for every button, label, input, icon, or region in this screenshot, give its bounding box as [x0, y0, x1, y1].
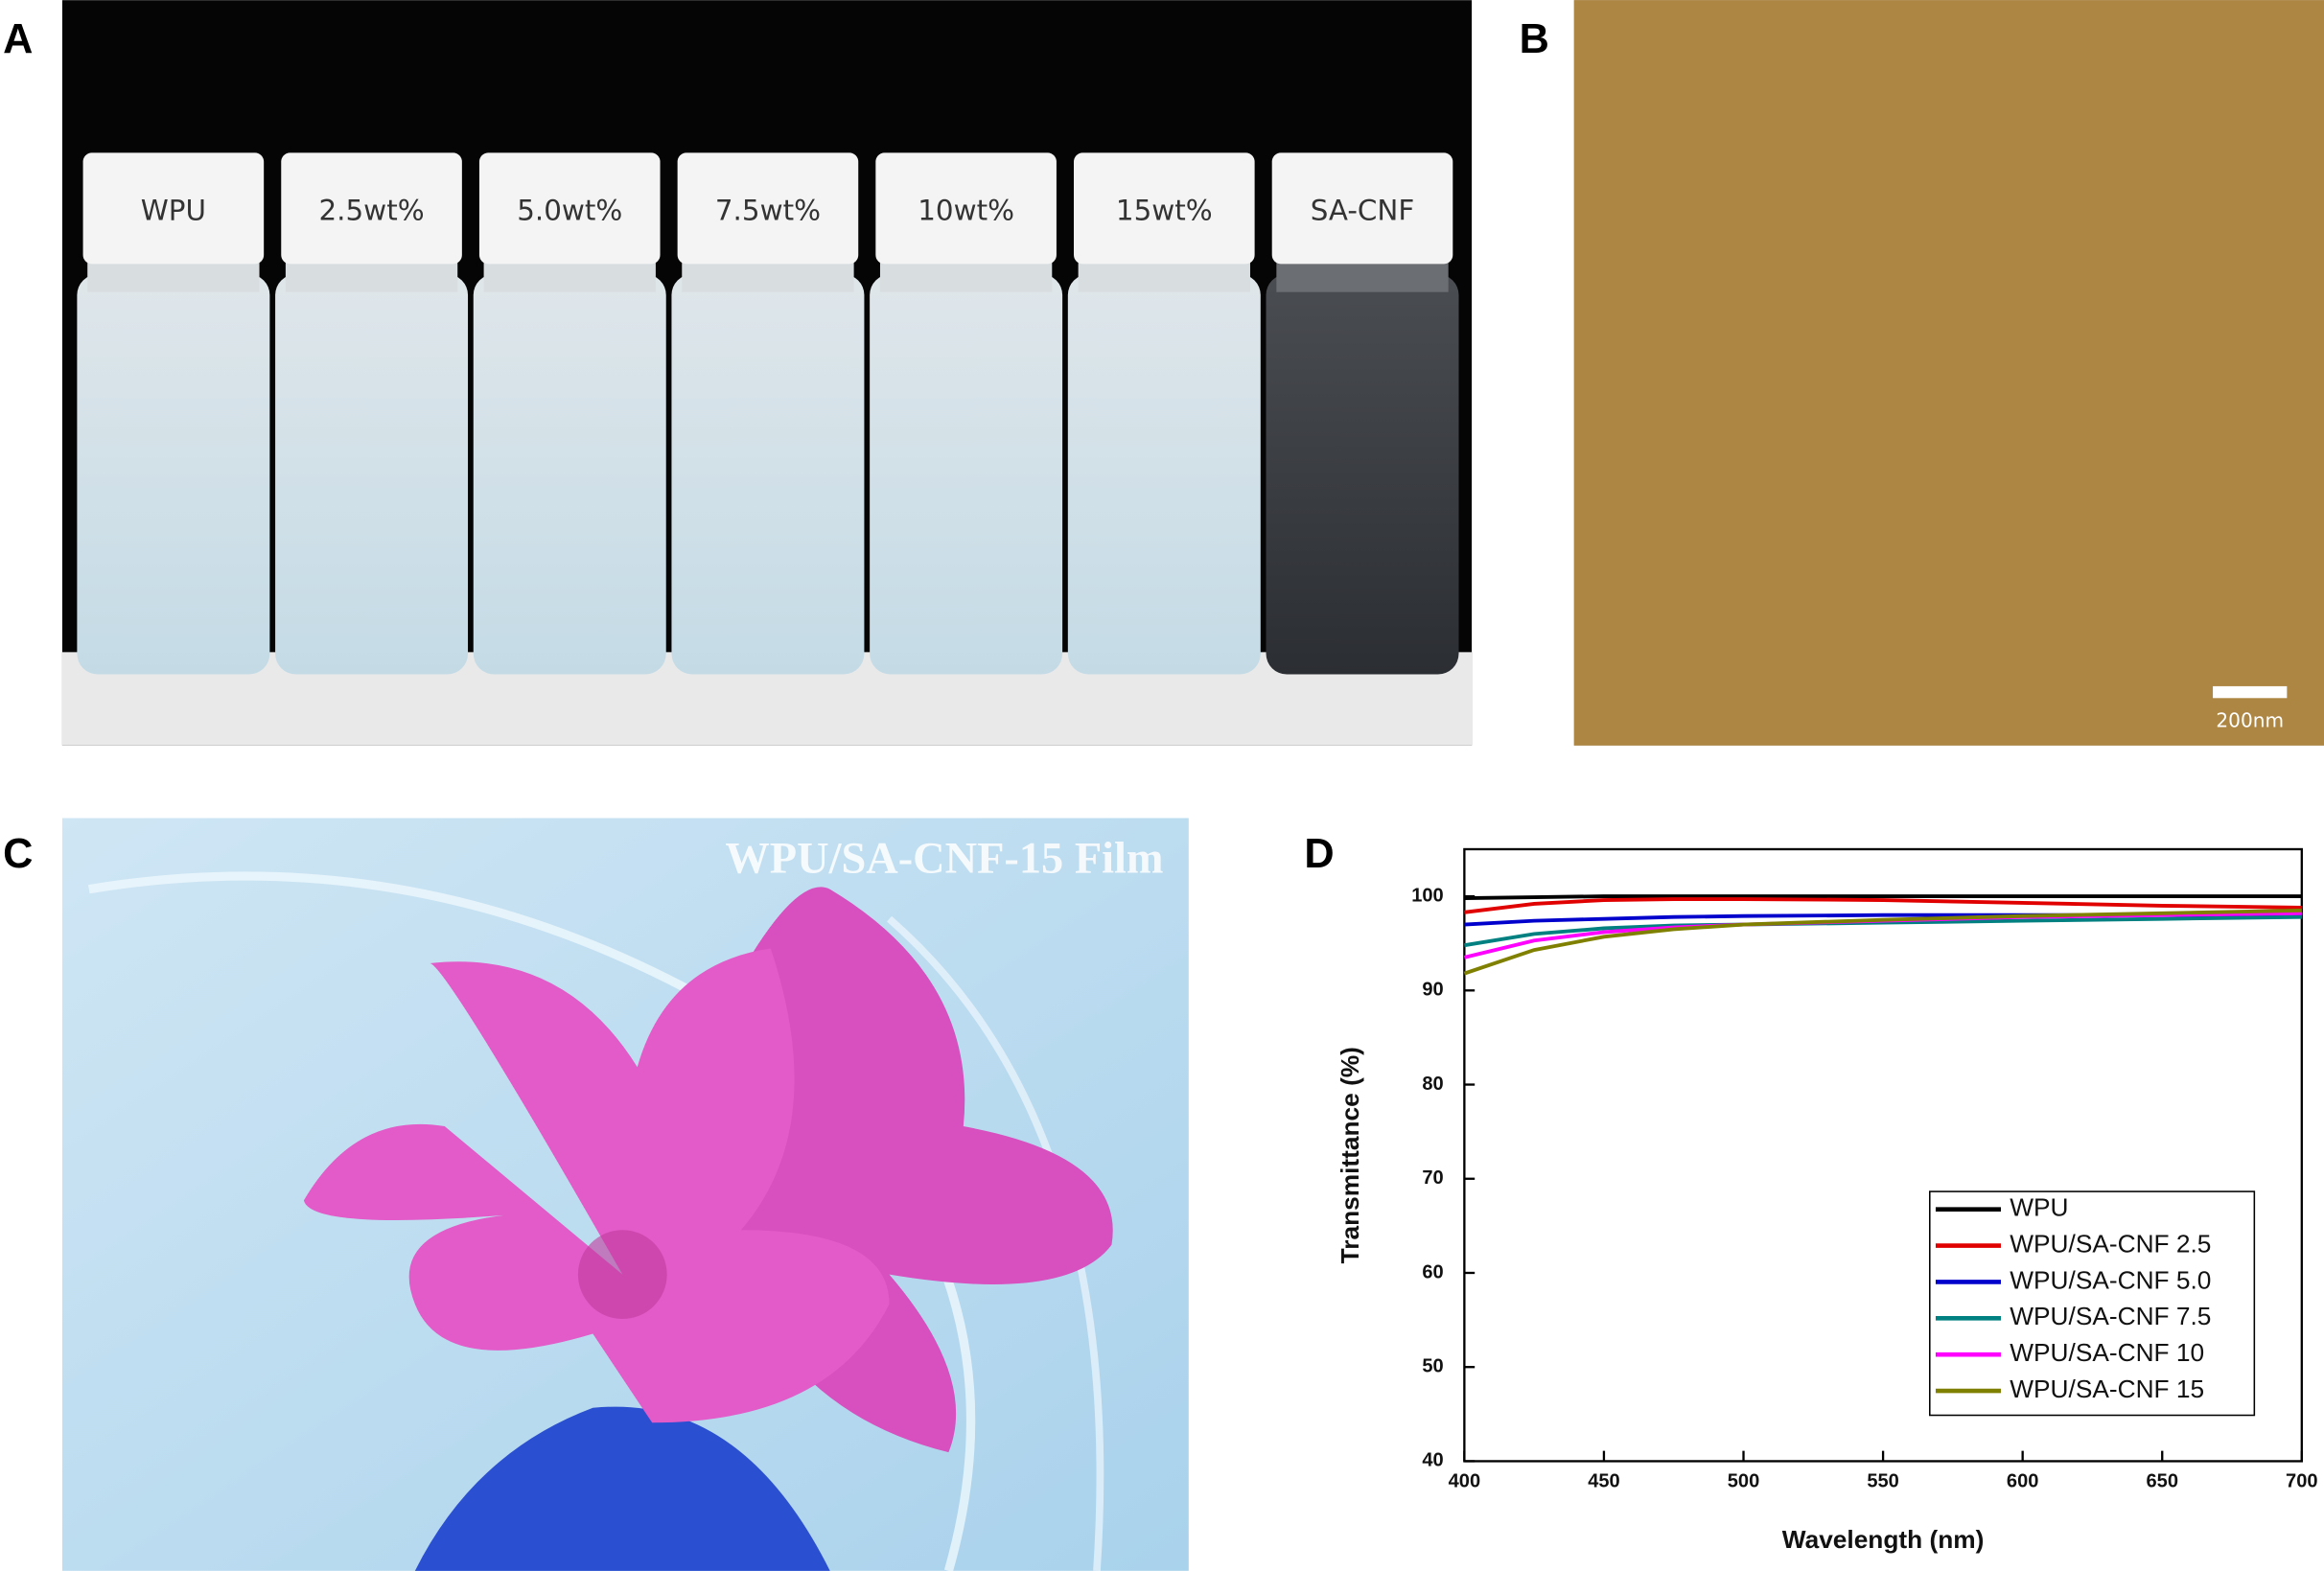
vial-label: 2.5wt%	[318, 195, 424, 227]
y-axis-label: Transmittance (%)	[1336, 1047, 1364, 1263]
legend-label: WPU/SA-CNF 2.5	[2010, 1229, 2211, 1258]
legend-box	[1929, 1190, 2256, 1417]
series-line	[1463, 908, 2302, 976]
chart: 400 450 500 550 600 650 700 40 50 60 70 80 90 100 Wave…	[1336, 847, 2318, 1554]
vial-label: 10wt%	[918, 195, 1014, 227]
legend-label: WPU/SA-CNF 5.0	[2010, 1265, 2211, 1294]
vial-label: 5.0wt%	[517, 195, 622, 227]
vial-cap	[1271, 152, 1453, 265]
legend-label: WPU/SA-CNF 10	[2010, 1338, 2204, 1367]
legend-label: WPU/SA-CNF 7.5	[2010, 1302, 2211, 1330]
vial-body	[275, 274, 469, 675]
vial-body	[1266, 274, 1459, 675]
vial-cap	[478, 152, 661, 265]
vial-body	[77, 274, 270, 675]
x-tick-label: 550	[1867, 1470, 1898, 1491]
vial-body	[1067, 274, 1261, 675]
y-tick-label: 50	[1422, 1356, 1443, 1377]
y-tick-label: 70	[1422, 1167, 1443, 1189]
vial-body	[870, 274, 1063, 675]
panel-label: A	[3, 16, 33, 62]
x-tick-label: 450	[1588, 1470, 1620, 1491]
scale-bar-label: 200nm	[2216, 709, 2284, 732]
legend-label: WPU	[2010, 1193, 2068, 1222]
vial-label: WPU	[141, 195, 206, 227]
legend-label: WPU/SA-CNF 15	[2010, 1375, 2204, 1403]
vial-cap	[82, 152, 265, 265]
panel-label: C	[3, 831, 33, 877]
vial-cap	[677, 152, 859, 265]
afm-image: 200nm	[1573, 0, 2324, 746]
vial-photo: WPU 2.5wt% 5.0wt% 7.5wt% 10wt% 15wt% SA-CNF	[61, 0, 1473, 746]
y-tick-label: 60	[1422, 1261, 1443, 1282]
vial-body	[473, 274, 666, 675]
vial-body	[671, 274, 865, 675]
series-line	[1464, 894, 2302, 900]
x-axis-label: Wavelength (nm)	[1782, 1525, 1985, 1554]
series-line	[1464, 897, 2302, 914]
vial-label: SA-CNF	[1311, 195, 1415, 227]
vial-label: 15wt%	[1116, 195, 1213, 227]
vial-cap	[1074, 152, 1255, 265]
vial-cap	[281, 152, 462, 265]
y-tick-label: 90	[1422, 980, 1443, 1001]
x-tick-label: 600	[2007, 1470, 2038, 1491]
film-photo: WPU/SA-CNF-15 Film	[61, 818, 1189, 1571]
panel-label: B	[1520, 16, 1549, 62]
vial-label: 7.5wt%	[715, 195, 821, 227]
x-tick-label: 500	[1728, 1470, 1760, 1491]
x-tick-label: 650	[2146, 1470, 2178, 1491]
x-tick-label: 700	[2286, 1470, 2317, 1491]
vial-cap	[875, 152, 1057, 265]
y-tick-label: 40	[1422, 1450, 1443, 1471]
y-tick-label: 100	[1411, 885, 1444, 906]
y-tick-label: 80	[1422, 1074, 1443, 1095]
x-tick-label: 400	[1449, 1470, 1481, 1491]
panel-label: D	[1304, 831, 1334, 877]
photo-caption: WPU/SA-CNF-15 Film	[725, 835, 1163, 884]
